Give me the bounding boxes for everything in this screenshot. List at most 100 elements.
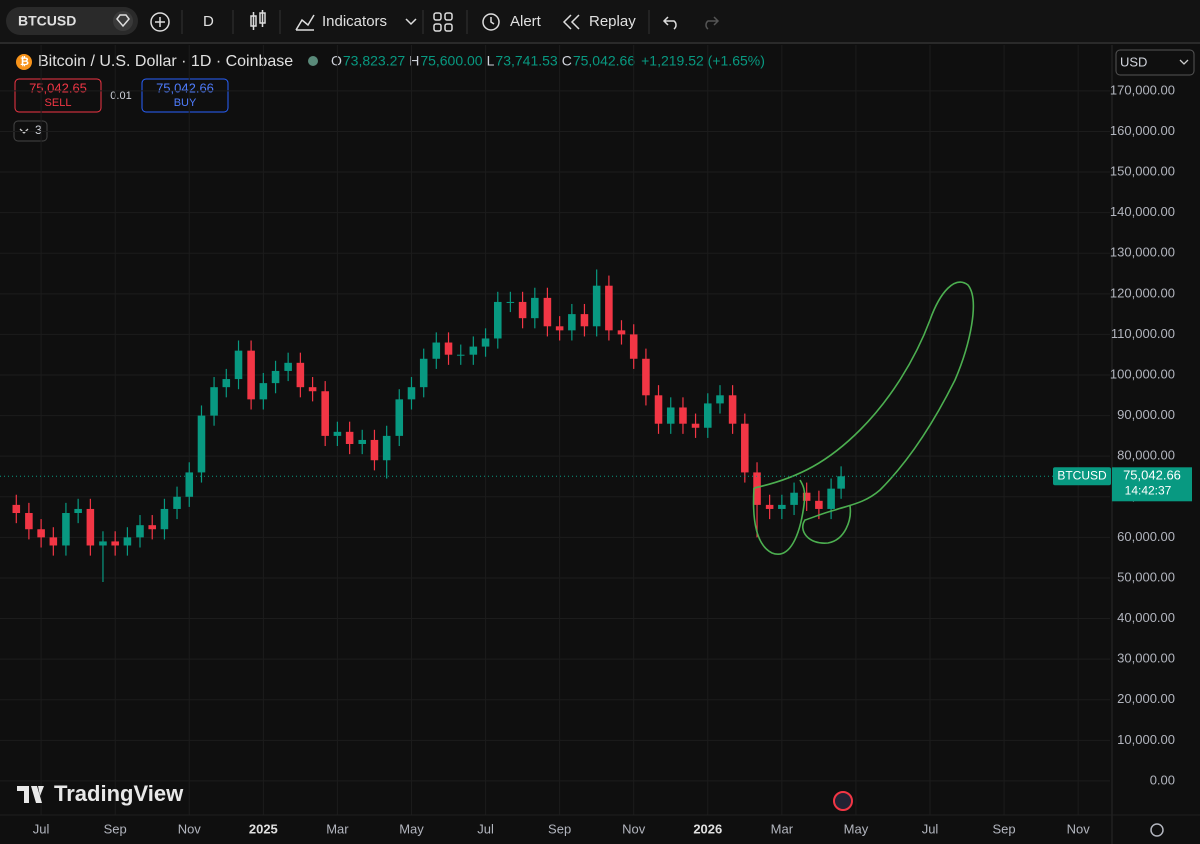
candle-body — [518, 301, 527, 319]
candle-body — [247, 350, 255, 400]
candle-body — [25, 513, 33, 530]
candle-body — [580, 314, 589, 327]
symbol-tag-text: BTCUSD — [1057, 468, 1107, 482]
ohlc-l-label: L — [487, 53, 495, 69]
currency-selector[interactable] — [1115, 49, 1195, 76]
spread: 0.01 — [110, 90, 131, 102]
alert[interactable]: Alert — [510, 13, 542, 30]
buy-label: BUY — [174, 97, 197, 109]
indicators[interactable]: Indicators — [322, 13, 387, 30]
candle-body — [308, 387, 317, 392]
indicator-count: 3 — [35, 123, 42, 137]
chart-type-icon[interactable] — [250, 10, 266, 30]
legend-title: Bitcoin / U.S. Dollar · 1D · Coinbase — [38, 53, 293, 70]
alert-hands — [490, 17, 495, 25]
y-tick-label: 110,000.00 — [1111, 326, 1175, 341]
redo[interactable] — [705, 16, 720, 30]
undo[interactable] — [662, 16, 677, 30]
candle-body — [728, 395, 737, 424]
candle-body — [555, 326, 564, 331]
logo-mark — [17, 786, 44, 803]
candle-body — [456, 354, 465, 356]
candle-body — [605, 285, 613, 331]
ohlc-h-value: 75,600.00 — [420, 53, 482, 69]
x-tick-label: Jul — [922, 821, 939, 836]
btc-icon — [16, 54, 32, 70]
indicators-dropdown[interactable] — [405, 18, 417, 26]
sell-button[interactable] — [14, 78, 102, 113]
axes: 0.00 10,000.00 20,000.00 30,000.00 40,000.00… — [0, 45, 1200, 844]
y-tick-label: 130,000.00 — [1110, 245, 1175, 260]
add-plus — [155, 17, 165, 27]
sell-price: 75,042.65 — [29, 80, 87, 95]
symbol[interactable]: BTCUSD — [18, 13, 76, 29]
y-tick-label: 120,000.00 — [1110, 285, 1175, 300]
candle-body — [296, 362, 305, 388]
x-tick-label: Sep — [993, 821, 1016, 836]
candle-body — [382, 435, 391, 461]
diamond-icon — [116, 14, 130, 28]
interval[interactable]: D — [203, 13, 214, 30]
y-tick-label: 50,000.00 — [1117, 569, 1175, 584]
candle-body — [333, 431, 342, 436]
candle-body — [222, 379, 231, 388]
candle-body — [136, 525, 144, 538]
ohlc-o-value: 73,823.27 — [343, 53, 405, 69]
drawing — [752, 281, 975, 555]
y-tick-label: 60,000.00 — [1117, 529, 1175, 544]
indicators-icon — [295, 14, 315, 31]
settings[interactable] — [1150, 823, 1164, 837]
candle-body — [173, 496, 181, 509]
candle-body — [407, 387, 416, 400]
candle-body — [197, 415, 206, 473]
x-tick-label: Nov — [622, 821, 646, 836]
alert-icon — [482, 13, 500, 31]
buy-price: 75,042.66 — [156, 80, 214, 95]
y-tick-label: 150,000.00 — [1110, 163, 1175, 178]
candle-body — [62, 513, 70, 546]
candles — [12, 269, 845, 583]
buy-button[interactable] — [141, 78, 229, 113]
templates-icon[interactable] — [433, 12, 453, 32]
ohlc-change: +1,219.52 (+1.65%) — [641, 53, 765, 69]
candle-body — [111, 541, 119, 546]
candle-body — [160, 508, 169, 530]
x-tick-label: Jul — [477, 821, 494, 836]
candle-body — [679, 407, 687, 424]
candle-body — [837, 476, 845, 489]
price-tag-countdown: 14:42:37 — [1125, 483, 1172, 497]
candle-body — [432, 342, 441, 359]
candle-body — [704, 403, 712, 428]
candle-body — [370, 439, 379, 461]
candle-body — [716, 395, 724, 404]
x-tick-label: Mar — [326, 821, 349, 836]
y-tick-label: 0.00 — [1150, 772, 1175, 787]
candle-body — [691, 423, 700, 428]
candle-body — [284, 362, 292, 371]
market-status — [308, 56, 318, 66]
ohlc-values: O 73,823.27 H 75,600.00 L 73,741.53 C 75,042.66… — [331, 53, 765, 69]
x-tick-label: May — [399, 821, 424, 836]
symbol-search[interactable] — [6, 7, 138, 35]
add-icon[interactable] — [150, 12, 170, 32]
candle-body — [642, 358, 650, 396]
candle-body — [543, 297, 552, 327]
drawing-left-loop — [752, 479, 806, 555]
event-flag[interactable] — [833, 791, 853, 811]
candle-body — [753, 472, 761, 505]
x-tick-label: May — [844, 821, 869, 836]
currency[interactable]: USD — [1120, 54, 1147, 69]
replay[interactable]: Replay — [589, 13, 636, 30]
candle-body — [802, 492, 811, 501]
candle-body — [210, 387, 218, 416]
y-tick-label: 100,000.00 — [1110, 366, 1175, 381]
candle-body — [790, 492, 798, 505]
candle-body — [123, 537, 132, 546]
candle-body — [531, 297, 539, 319]
candle-body — [629, 334, 638, 359]
candle-body — [395, 399, 404, 436]
candle-body — [49, 537, 58, 546]
candle-body — [506, 301, 515, 303]
y-tick-label: 170,000.00 — [1110, 82, 1175, 97]
